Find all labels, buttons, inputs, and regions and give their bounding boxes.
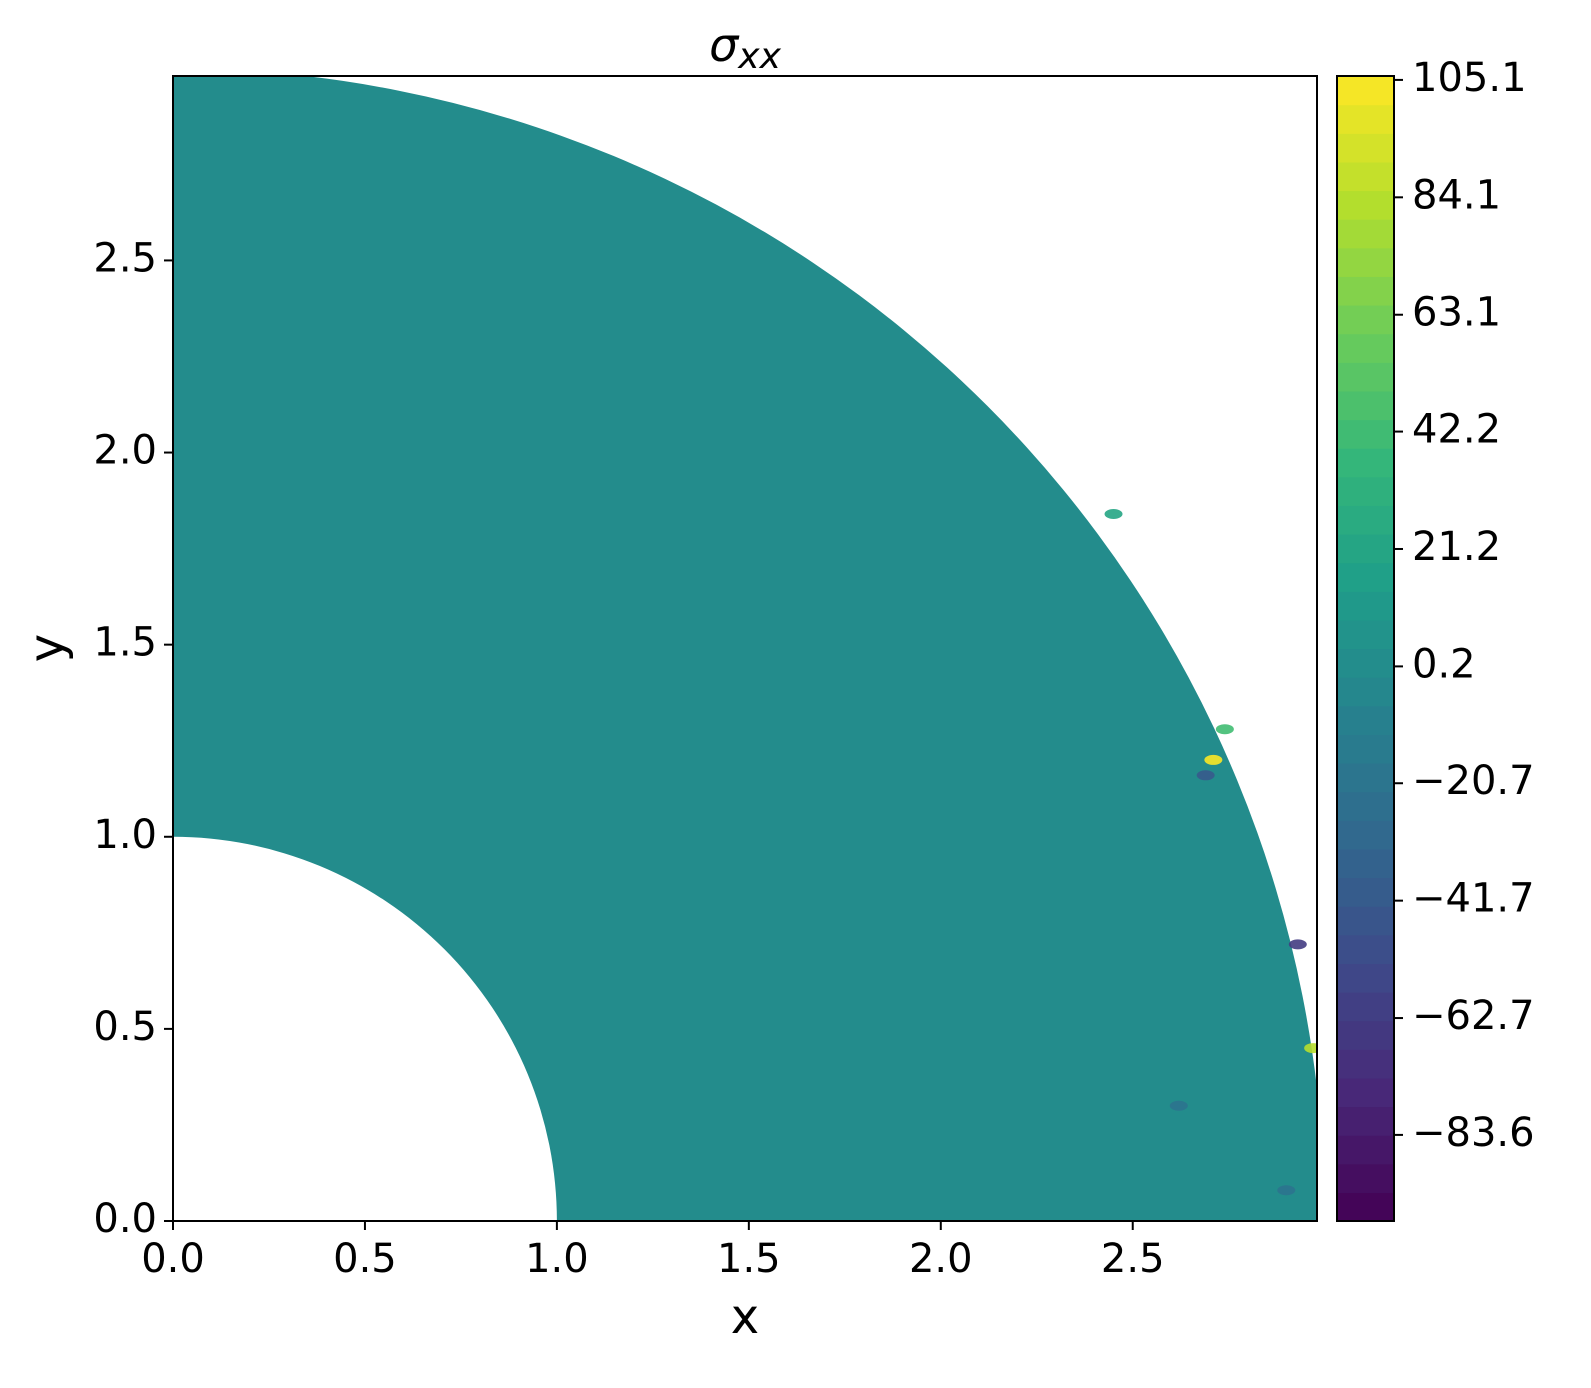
- colorbar-band: [1337, 219, 1394, 249]
- colorbar-band: [1337, 1020, 1394, 1050]
- field: [173, 76, 1317, 1221]
- colorbar-band: [1337, 104, 1394, 134]
- colorbar-tick-label: −83.6: [1412, 1110, 1535, 1156]
- colorbar-band: [1337, 476, 1394, 506]
- colorbar-band: [1337, 705, 1394, 735]
- hotspot: [1204, 754, 1223, 765]
- colorbar-band: [1337, 276, 1394, 306]
- x-tick-label: 0.0: [141, 1236, 205, 1282]
- colorbar-band: [1337, 763, 1394, 793]
- y-tick-label: 0.0: [93, 1196, 157, 1242]
- x-tick-label: 1.0: [525, 1236, 589, 1282]
- colorbar-band: [1337, 305, 1394, 335]
- y-tick-label: 2.0: [93, 428, 157, 474]
- colorbar-tick-label: −20.7: [1412, 758, 1535, 804]
- title-subscript: xx: [737, 36, 781, 77]
- colorbar-band: [1337, 877, 1394, 907]
- colorbar-band: [1337, 934, 1394, 964]
- x-axis-label: x: [731, 1289, 759, 1345]
- colorbar-tick-label: 0.2: [1412, 641, 1476, 687]
- colorbar-band: [1337, 1192, 1394, 1222]
- hotspot: [1104, 509, 1123, 520]
- colorbar-band: [1337, 247, 1394, 277]
- colorbar-band: [1337, 161, 1394, 192]
- hotspot: [1169, 1100, 1188, 1111]
- colorbar-band: [1337, 1163, 1394, 1193]
- colorbar-band: [1337, 992, 1394, 1022]
- hotspot: [1288, 939, 1307, 950]
- x-tick-label: 0.5: [333, 1236, 397, 1282]
- colorbar-tick-label: 84.1: [1412, 172, 1501, 218]
- colorbar-band: [1337, 906, 1394, 936]
- annulus-field: [173, 76, 1317, 1221]
- colorbar-band: [1337, 619, 1394, 650]
- colorbar-band: [1337, 390, 1394, 421]
- colorbar-band: [1337, 963, 1394, 993]
- colorbar-band: [1337, 591, 1394, 621]
- colorbar-tick-label: 21.2: [1412, 524, 1501, 570]
- colorbar-band: [1337, 133, 1394, 163]
- plot-frame: [172, 75, 1318, 1222]
- hotspot: [1277, 1185, 1296, 1196]
- colorbar-band: [1337, 734, 1394, 764]
- colorbar-band: [1337, 1077, 1394, 1108]
- colorbar-band: [1337, 677, 1394, 707]
- y-tick-label: 0.5: [93, 1004, 157, 1050]
- y-tick-label: 2.5: [93, 235, 157, 281]
- hotspot: [1196, 770, 1215, 781]
- colorbar-tick-label: 63.1: [1412, 290, 1501, 336]
- colorbar-tick-label: 42.2: [1412, 407, 1501, 453]
- colorbar-band: [1337, 848, 1394, 879]
- colorbar-band: [1337, 534, 1394, 564]
- colorbar-band: [1337, 190, 1394, 220]
- colorbar-band: [1337, 419, 1394, 449]
- colorbar-band: [1337, 362, 1394, 392]
- colorbar-band: [1337, 562, 1394, 592]
- hotspot: [1304, 1043, 1317, 1054]
- title-symbol: σ: [709, 18, 740, 72]
- colorbar-band: [1337, 791, 1394, 821]
- y-axis-label: y: [19, 634, 75, 662]
- colorbar-tick-label: −41.7: [1412, 876, 1535, 922]
- colorbar-band: [1337, 1135, 1394, 1165]
- colorbar-band: [1337, 648, 1394, 678]
- y-tick-label: 1.5: [93, 620, 157, 666]
- colorbar-band: [1337, 448, 1394, 478]
- chart-title: σxx: [709, 18, 781, 78]
- colorbar-tick-label: 105.1: [1412, 55, 1527, 101]
- colorbar-band: [1337, 333, 1394, 363]
- x-tick-label: 2.0: [909, 1236, 973, 1282]
- colorbar-frame: [1336, 75, 1395, 1222]
- colorbar-band: [1337, 1106, 1394, 1136]
- x-tick-label: 1.5: [717, 1236, 781, 1282]
- x-tick-label: 2.5: [1101, 1236, 1165, 1282]
- hotspot: [1215, 724, 1234, 735]
- colorbar-band: [1337, 76, 1394, 106]
- colorbar-band: [1337, 1049, 1394, 1079]
- y-tick-label: 1.0: [93, 812, 157, 858]
- colorbar-tick-label: −62.7: [1412, 993, 1535, 1039]
- colorbar-band: [1337, 505, 1394, 535]
- colorbar-band: [1337, 820, 1394, 850]
